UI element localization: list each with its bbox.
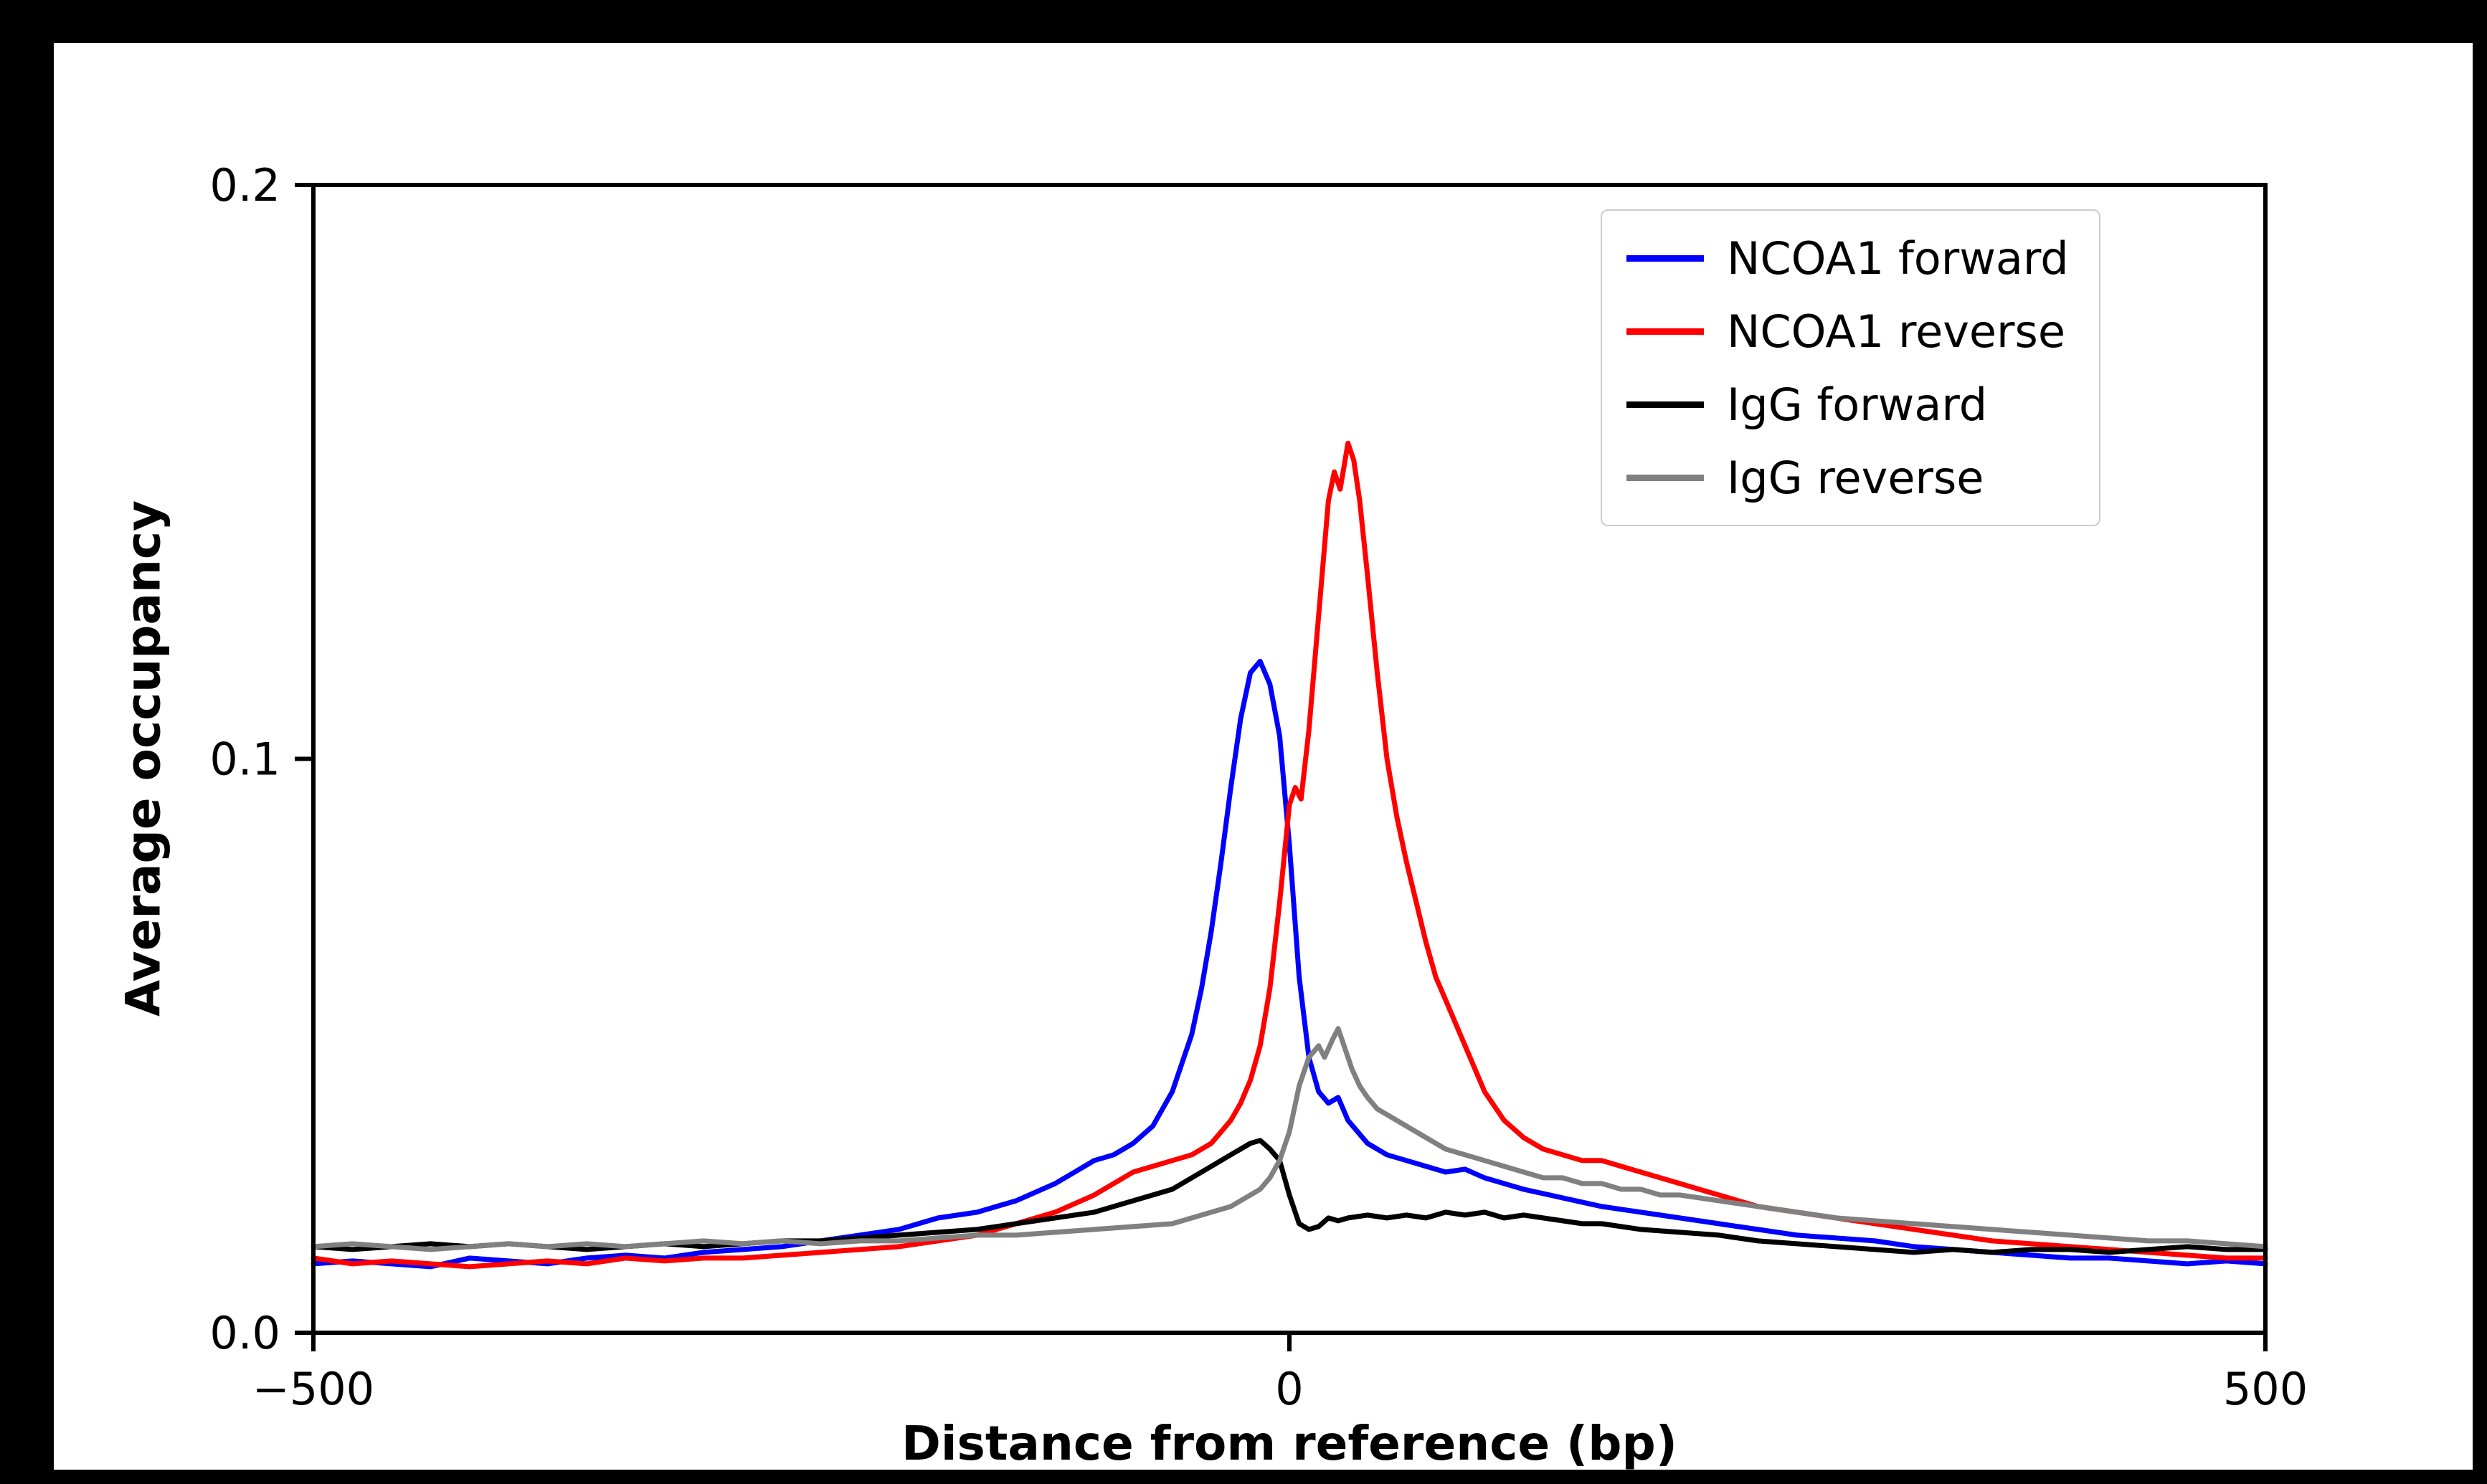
x-tick-label: −500 <box>252 1363 374 1415</box>
x-axis-label: Distance from reference (bp) <box>901 1416 1677 1471</box>
y-tick-label: 0.1 <box>209 733 280 786</box>
legend-label: IgG reverse <box>1727 451 1984 504</box>
legend-item: NCOA1 reverse <box>1626 304 2069 358</box>
y-tick-label: 0.0 <box>209 1307 280 1359</box>
series-line-ncoa1-forward <box>311 658 2268 1270</box>
legend-item: NCOA1 forward <box>1626 231 2069 285</box>
y-tick-label: 0.2 <box>209 159 280 211</box>
legend-line-swatch <box>1626 474 1704 481</box>
y-axis-label: Average occupancy <box>115 500 171 1017</box>
legend: NCOA1 forward NCOA1 reverse IgG forward IgG… <box>1601 209 2100 526</box>
x-tick-label: 500 <box>2223 1363 2308 1415</box>
legend-line-swatch <box>1626 255 1704 262</box>
series-line-ncoa1-reverse <box>311 440 2268 1270</box>
legend-item: IgG forward <box>1626 377 2069 432</box>
legend-line-swatch <box>1626 328 1704 335</box>
legend-label: NCOA1 forward <box>1727 232 2069 285</box>
legend-item: IgG reverse <box>1626 450 2069 505</box>
legend-label: NCOA1 reverse <box>1727 305 2065 358</box>
x-tick-label: 0 <box>1275 1363 1303 1415</box>
plot-spines <box>311 183 2268 1335</box>
legend-line-swatch <box>1626 401 1704 408</box>
series-line-igg-reverse <box>311 1026 2268 1252</box>
legend-label: IgG forward <box>1727 378 1988 431</box>
